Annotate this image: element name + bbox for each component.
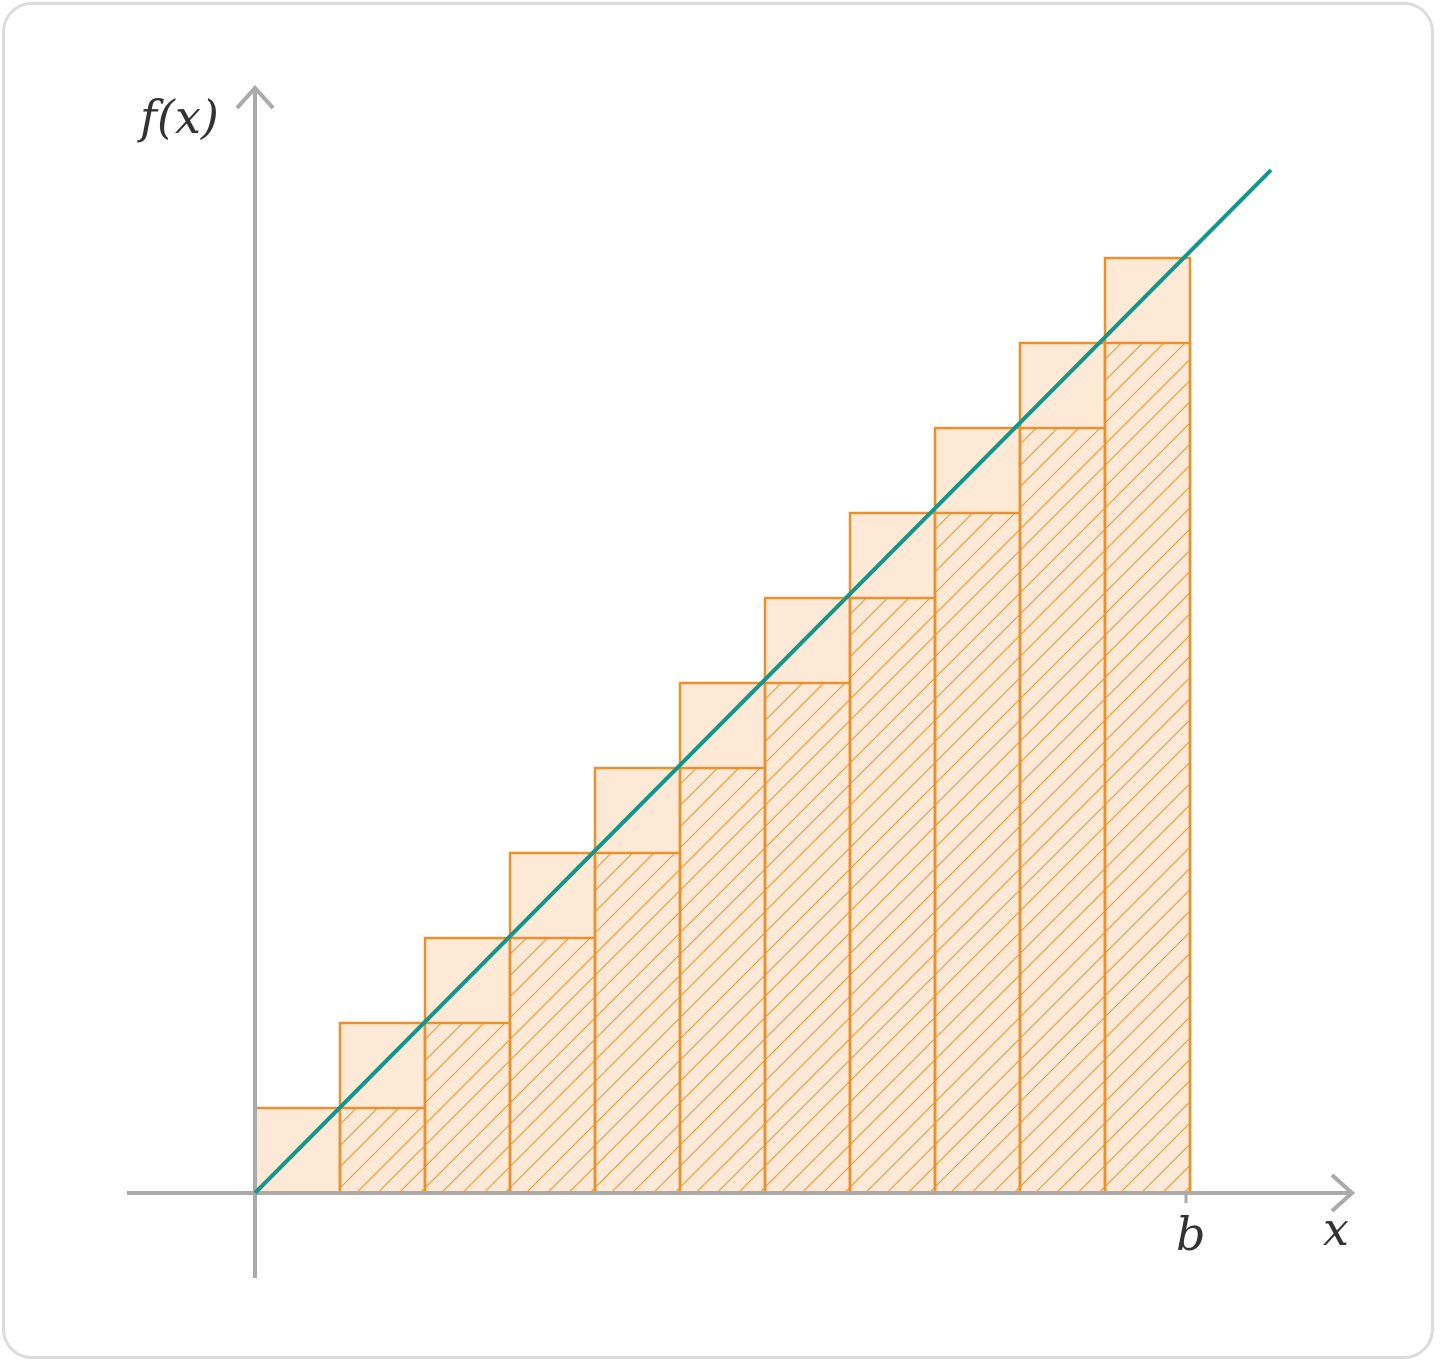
lower-rectangle	[1018, 426, 1107, 1195]
x-axis-arrowhead	[1330, 1173, 1355, 1213]
x-axis-label: x	[1323, 1202, 1349, 1256]
lower-rectangle	[508, 936, 597, 1195]
b-label: b	[1176, 1207, 1205, 1261]
lower-rectangle	[338, 1106, 427, 1195]
function-line	[253, 168, 1273, 1195]
lower-rectangle	[593, 851, 682, 1195]
lower-rectangle	[1103, 341, 1192, 1195]
lower-sum-rectangles	[338, 341, 1192, 1195]
y-axis-arrowhead	[235, 85, 275, 110]
lower-rectangle	[848, 596, 937, 1195]
lower-rectangle	[678, 766, 767, 1195]
lower-rectangle	[763, 681, 852, 1195]
lower-rectangle	[423, 1021, 512, 1195]
y-axis-label: f(x)	[137, 90, 219, 144]
lower-rectangle	[933, 511, 1022, 1195]
